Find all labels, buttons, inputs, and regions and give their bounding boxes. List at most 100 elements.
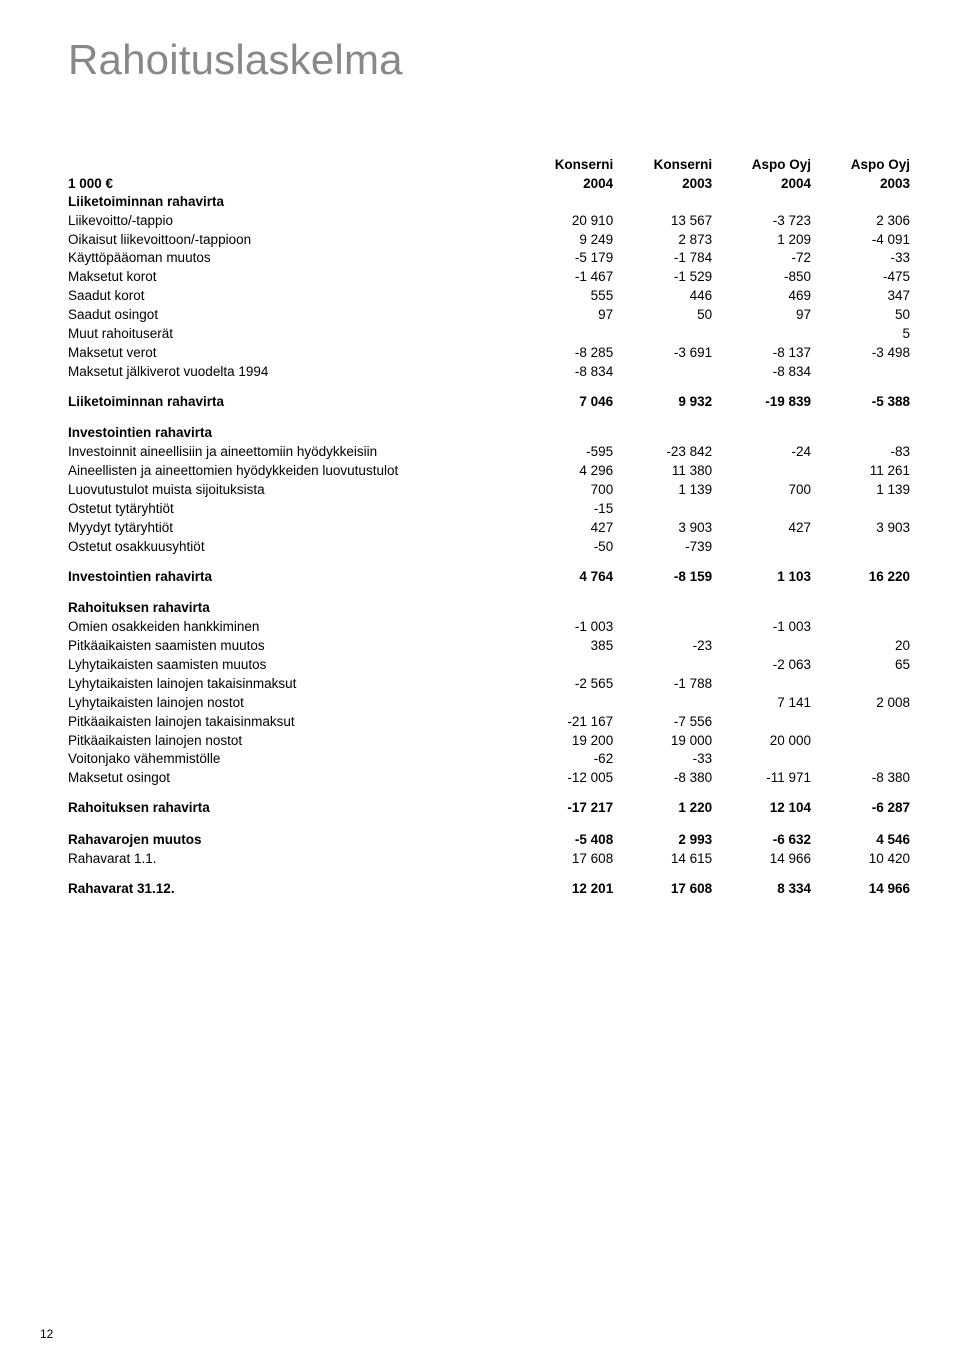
cell-value: -475 [811,268,910,287]
subtotal-row: Investointien rahavirta4 764-8 1591 1031… [68,557,910,587]
cell-value [514,656,613,675]
row-label: Rahavarat 31.12. [68,869,514,899]
subtotal-row: Rahoituksen rahavirta-17 2171 22012 104-… [68,788,910,818]
row-label: Liikevoitto/-tappio [68,212,514,231]
cell-value: -62 [514,750,613,769]
cell-value: -50 [514,538,613,557]
table-row: Lyhytaikaisten saamisten muutos-2 06365 [68,656,910,675]
cell-value: 555 [514,287,613,306]
cell-value [811,411,910,443]
cell-value: 11 380 [613,462,712,481]
table-row: Myydyt tytäryhtiöt4273 9034273 903 [68,519,910,538]
cell-value: 10 420 [811,850,910,869]
table-row: Muut rahoituserät5 [68,325,910,344]
cell-value: 2 306 [811,212,910,231]
cell-value: 14 966 [712,850,811,869]
row-label: Käyttöpääoman muutos [68,249,514,268]
cell-value: 469 [712,287,811,306]
cell-value: 427 [514,519,613,538]
cell-value [514,194,613,212]
cell-value: -17 217 [514,788,613,818]
row-label: Pitkäaikaisten lainojen nostot [68,732,514,751]
cell-value: 427 [712,519,811,538]
col-year: 2003 [613,175,712,194]
cell-value: 347 [811,287,910,306]
cell-value: 14 966 [811,869,910,899]
cell-value: 7 046 [514,382,613,412]
cell-value: 4 296 [514,462,613,481]
row-label: Myydyt tytäryhtiöt [68,519,514,538]
cell-value: -8 159 [613,557,712,587]
cell-value [514,411,613,443]
cell-value [613,656,712,675]
cell-value [712,750,811,769]
cell-value: 9 249 [514,231,613,250]
cell-value: 3 903 [811,519,910,538]
col-head: Aspo Oyj [811,156,910,175]
table-row: Ostetut tytäryhtiöt-15 [68,500,910,519]
table-row: Maksetut osingot-12 005-8 380-11 971-8 3… [68,769,910,788]
table-row: Omien osakkeiden hankkiminen-1 003-1 003 [68,618,910,637]
cell-value [712,538,811,557]
cell-value [613,500,712,519]
row-label: Investointien rahavirta [68,411,514,443]
cell-value: 12 201 [514,869,613,899]
table-row: Oikaisut liikevoittoon/-tappioon9 2492 8… [68,231,910,250]
cell-value: -595 [514,443,613,462]
cell-value [613,586,712,618]
row-label: Voitonjako vähemmistölle [68,750,514,769]
row-label: Maksetut jälkiverot vuodelta 1994 [68,363,514,382]
cashflow-table: Konserni Konserni Aspo Oyj Aspo Oyj 1 00… [68,156,910,899]
cell-value: -8 380 [613,769,712,788]
col-head: Konserni [514,156,613,175]
row-label: Pitkäaikaisten lainojen takaisinmaksut [68,713,514,732]
cell-value: -1 784 [613,249,712,268]
cell-value: -8 285 [514,344,613,363]
row-label: Liiketoiminnan rahavirta [68,194,514,212]
cell-value: -1 467 [514,268,613,287]
cell-value: 19 000 [613,732,712,751]
row-label: Rahavarojen muutos [68,818,514,850]
cell-value: -2 565 [514,675,613,694]
cell-value [811,500,910,519]
col-year: 2004 [712,175,811,194]
table-row: Investoinnit aineellisiin ja aineettomii… [68,443,910,462]
cell-value: 700 [712,481,811,500]
cell-value: 7 141 [712,694,811,713]
cell-value [514,694,613,713]
cell-value: -1 003 [712,618,811,637]
cell-value: -1 529 [613,268,712,287]
cell-value [811,194,910,212]
table-row: Aineellisten ja aineettomien hyödykkeide… [68,462,910,481]
cell-value: 385 [514,637,613,656]
row-label: Lyhytaikaisten saamisten muutos [68,656,514,675]
cell-value [712,411,811,443]
cell-value: -1 788 [613,675,712,694]
cell-value: 4 546 [811,818,910,850]
cell-value: 20 910 [514,212,613,231]
cell-value [613,194,712,212]
col-year: 2003 [811,175,910,194]
cell-value: -11 971 [712,769,811,788]
row-label: Muut rahoituserät [68,325,514,344]
table-row: Maksetut jälkiverot vuodelta 1994-8 834-… [68,363,910,382]
cell-value: -72 [712,249,811,268]
cell-value [712,462,811,481]
cell-value: 97 [514,306,613,325]
row-label: Omien osakkeiden hankkiminen [68,618,514,637]
cell-value: 700 [514,481,613,500]
row-label: Oikaisut liikevoittoon/-tappioon [68,231,514,250]
table-row: Saadut korot555446469347 [68,287,910,306]
cell-value: -23 [613,637,712,656]
page-title: Rahoituslaskelma [68,36,910,84]
cell-value: 2 008 [811,694,910,713]
cell-value [613,325,712,344]
section-heading-row: Liiketoiminnan rahavirta [68,194,910,212]
row-label: Rahoituksen rahavirta [68,788,514,818]
cell-value [613,363,712,382]
cell-value: 11 261 [811,462,910,481]
row-label: Investointien rahavirta [68,557,514,587]
cell-value: 9 932 [613,382,712,412]
cell-value: 12 104 [712,788,811,818]
cell-value: -3 723 [712,212,811,231]
